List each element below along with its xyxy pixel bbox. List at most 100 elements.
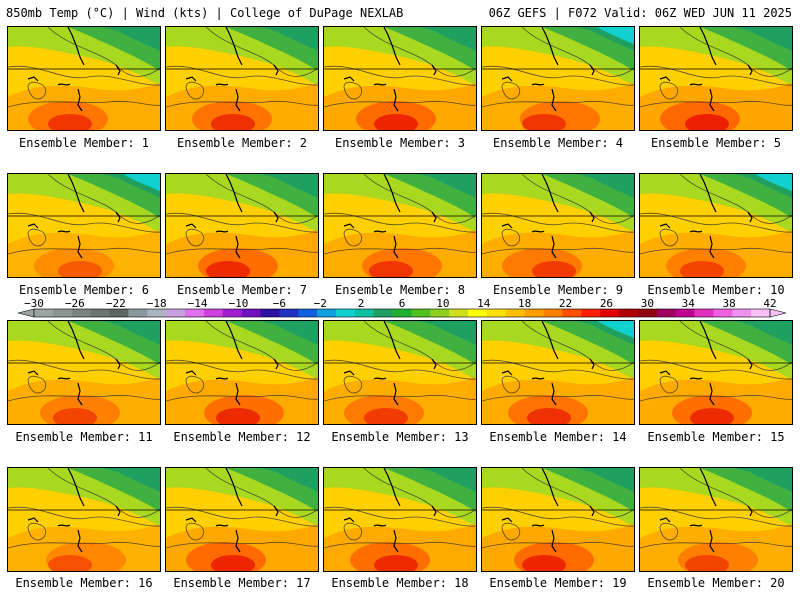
colorbar-swatch xyxy=(486,309,507,317)
ensemble-member-label: Ensemble Member: 8 xyxy=(334,283,466,297)
ensemble-member-label: Ensemble Member: 9 xyxy=(492,283,624,297)
colorbar-tick-label: −30 xyxy=(24,297,44,310)
colorbar-tick-label: −22 xyxy=(106,297,126,310)
colorbar-swatch xyxy=(317,309,337,317)
colorbar-swatch xyxy=(128,309,148,317)
ensemble-member-label: Ensemble Member: 14 xyxy=(489,430,627,444)
ensemble-member-map xyxy=(481,173,635,278)
ensemble-member-label: Ensemble Member: 10 xyxy=(647,283,785,297)
colorbar-swatch xyxy=(524,309,544,317)
ensemble-member-label: Ensemble Member: 16 xyxy=(15,576,153,590)
colorbar-tick-label: 18 xyxy=(518,297,531,310)
colorbar-swatch xyxy=(713,309,733,317)
ensemble-member-map xyxy=(639,26,793,131)
ensemble-member-map xyxy=(7,320,161,425)
colorbar-tick-label: −2 xyxy=(314,297,327,310)
ensemble-member-label: Ensemble Member: 15 xyxy=(647,430,785,444)
temperature-colorbar: −30 −26 −22 −18 −14 −10 −6 −2 2 6 10 14 18 22 26 30 34 38… xyxy=(17,297,787,318)
colorbar-swatch xyxy=(430,309,450,317)
ensemble-member-label: Ensemble Member: 13 xyxy=(331,430,469,444)
colorbar-right-arrow xyxy=(769,308,787,318)
colorbar-swatch xyxy=(166,309,186,317)
colorbar-swatch xyxy=(34,309,54,317)
colorbar-swatch xyxy=(581,309,601,317)
colorbar-swatch xyxy=(694,309,714,317)
ensemble-member-label: Ensemble Member: 12 xyxy=(173,430,311,444)
colorbar-swatch xyxy=(392,309,412,317)
ensemble-member-label: Ensemble Member: 11 xyxy=(15,430,153,444)
ensemble-member-map xyxy=(481,26,635,131)
colorbar-swatch xyxy=(90,309,110,317)
colorbar-swatch xyxy=(147,309,167,317)
ensemble-member-map xyxy=(323,26,477,131)
ensemble-member-map xyxy=(7,26,161,131)
colorbar-tick-label: 34 xyxy=(682,297,696,310)
colorbar-swatch xyxy=(637,309,658,317)
ensemble-member-label: Ensemble Member: 1 xyxy=(18,136,150,150)
colorbar-swatch xyxy=(505,309,525,317)
colorbar-swatch xyxy=(354,309,374,317)
colorbar-swatch xyxy=(675,309,695,317)
map-title: 850mb Temp (°C) | Wind (kts) | College o… xyxy=(6,6,404,20)
colorbar-swatch xyxy=(619,309,639,317)
colorbar-tick-label: −10 xyxy=(229,297,249,310)
colorbar-tick-label: 22 xyxy=(559,297,572,310)
ensemble-member-map xyxy=(639,467,793,572)
colorbar-tick-label: −26 xyxy=(65,297,85,310)
colorbar-swatch xyxy=(52,309,73,317)
colorbar-swatch xyxy=(222,309,242,317)
colorbar-swatch xyxy=(543,309,563,317)
colorbar-swatch xyxy=(449,309,469,317)
ensemble-member-map xyxy=(7,467,161,572)
colorbar-swatch xyxy=(109,309,129,317)
colorbar-swatch xyxy=(71,309,91,317)
colorbar-tick-label: 14 xyxy=(477,297,491,310)
ensemble-member-map xyxy=(165,173,319,278)
colorbar-tick-label: −6 xyxy=(273,297,286,310)
colorbar-left-arrow xyxy=(17,308,35,318)
colorbar-swatch xyxy=(562,309,582,317)
colorbar-swatch xyxy=(468,309,488,317)
ensemble-member-label: Ensemble Member: 17 xyxy=(173,576,311,590)
ensemble-member-label: Ensemble Member: 2 xyxy=(176,136,308,150)
colorbar-swatch xyxy=(241,309,261,317)
colorbar-swatch xyxy=(335,309,356,317)
run-valid-time: 06Z GEFS | F072 Valid: 06Z WED JUN 11 20… xyxy=(488,6,792,20)
colorbar-swatch xyxy=(298,309,318,317)
ensemble-member-label: Ensemble Member: 6 xyxy=(18,283,150,297)
colorbar-tick-label: 26 xyxy=(600,297,613,310)
ensemble-member-label: Ensemble Member: 20 xyxy=(647,576,785,590)
colorbar-swatch xyxy=(260,309,280,317)
ensemble-member-label: Ensemble Member: 19 xyxy=(489,576,627,590)
ensemble-member-label: Ensemble Member: 5 xyxy=(650,136,782,150)
ensemble-member-map xyxy=(323,173,477,278)
colorbar-swatch xyxy=(184,309,205,317)
ensemble-member-map xyxy=(165,467,319,572)
colorbar-tick-label: 42 xyxy=(763,297,776,310)
ensemble-member-map xyxy=(639,320,793,425)
colorbar-swatch xyxy=(656,309,676,317)
colorbar-swatch xyxy=(279,309,299,317)
ensemble-member-map xyxy=(639,173,793,278)
ensemble-member-label: Ensemble Member: 3 xyxy=(334,136,466,150)
ensemble-member-map xyxy=(481,320,635,425)
colorbar-tick-label: −18 xyxy=(147,297,167,310)
colorbar-swatch xyxy=(373,309,393,317)
ensemble-member-map xyxy=(323,467,477,572)
colorbar-tick-label: 38 xyxy=(722,297,735,310)
colorbar-swatch xyxy=(203,309,224,317)
colorbar-swatch xyxy=(411,309,431,317)
ensemble-member-map xyxy=(165,320,319,425)
colorbar-swatch xyxy=(751,309,771,317)
ensemble-member-map xyxy=(323,320,477,425)
colorbar-swatch xyxy=(732,309,752,317)
colorbar-tick-label: −14 xyxy=(188,297,208,310)
ensemble-member-label: Ensemble Member: 18 xyxy=(331,576,469,590)
ensemble-member-map xyxy=(165,26,319,131)
colorbar-tick-label: 30 xyxy=(641,297,654,310)
colorbar-tick-label: 2 xyxy=(358,297,365,310)
ensemble-member-label: Ensemble Member: 7 xyxy=(176,283,308,297)
ensemble-member-map xyxy=(7,173,161,278)
ensemble-member-label: Ensemble Member: 4 xyxy=(492,136,624,150)
ensemble-member-map xyxy=(481,467,635,572)
